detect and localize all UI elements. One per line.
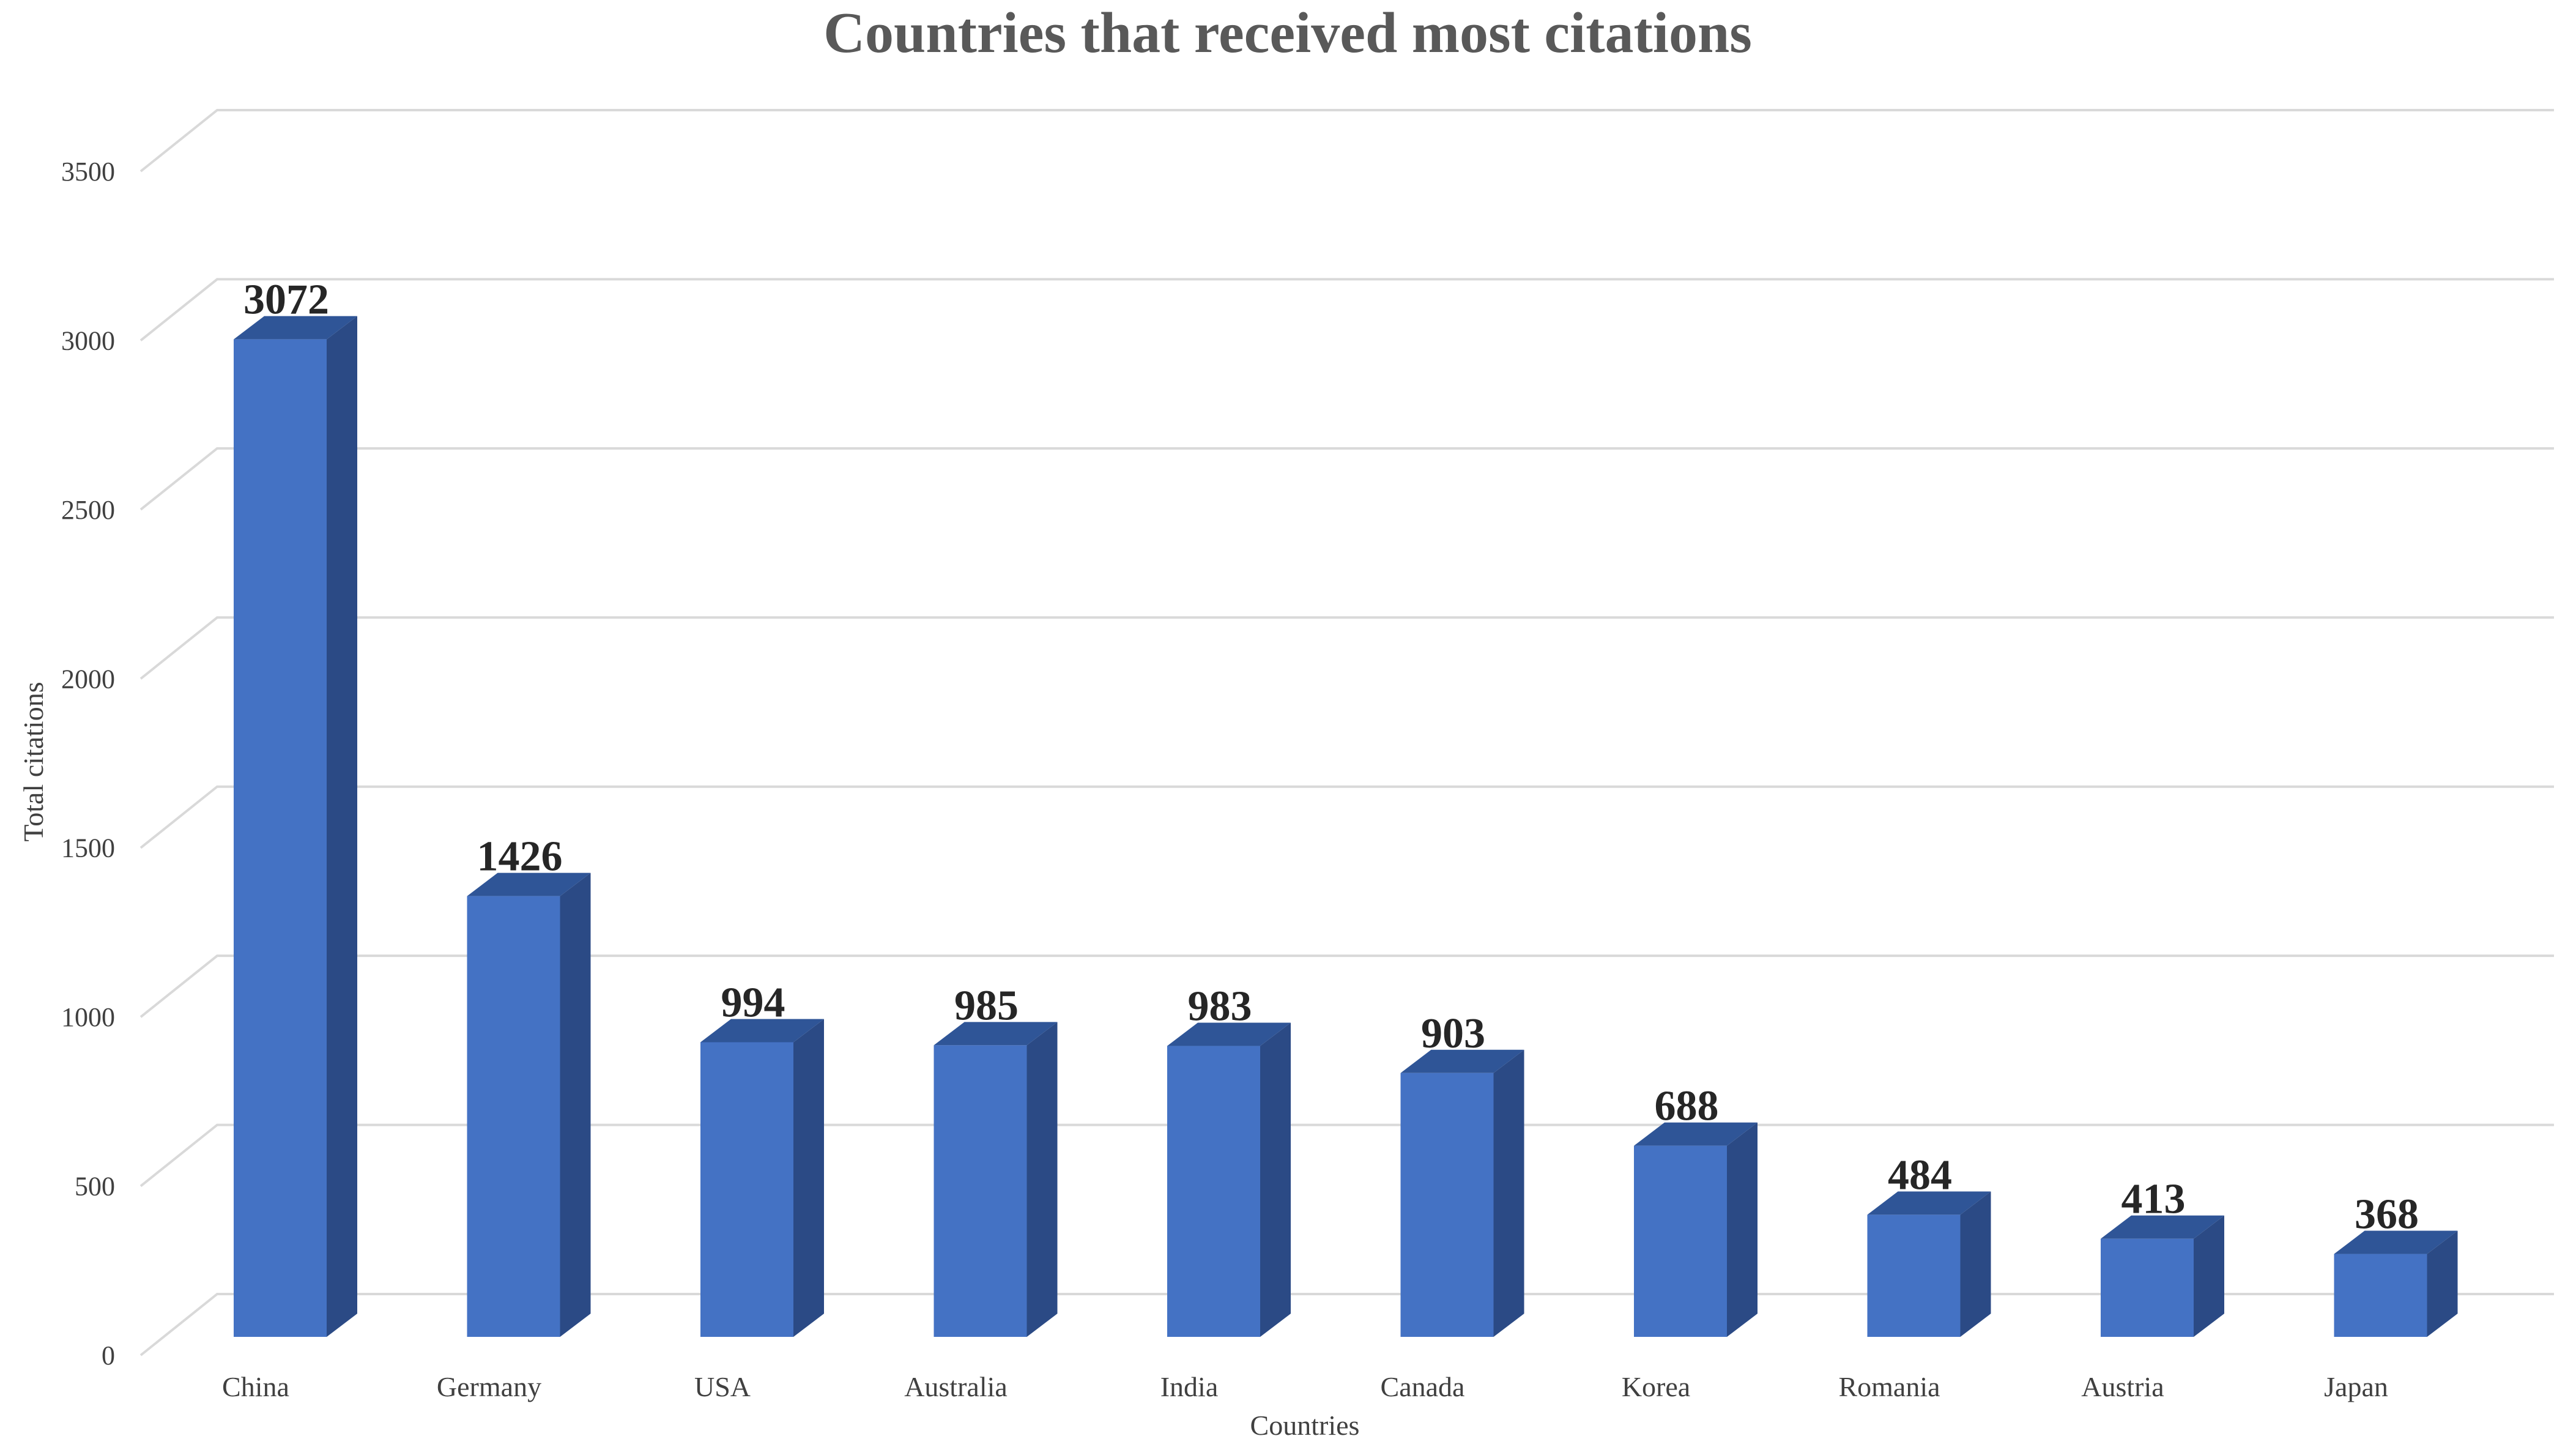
bar: [1867, 1191, 1991, 1337]
gridline: [139, 785, 2554, 849]
data-label: 994: [721, 979, 785, 1026]
y-tick-label: 1500: [61, 833, 115, 863]
bar: [700, 1019, 824, 1337]
y-tick-label: 2500: [61, 495, 115, 525]
x-tick-label: Germany: [437, 1371, 541, 1402]
data-label: 903: [1421, 1010, 1485, 1057]
bar-side: [1960, 1191, 1991, 1337]
bar-front: [934, 1045, 1027, 1337]
data-label: 983: [1188, 983, 1252, 1030]
gridline: [139, 278, 2554, 341]
x-tick-label: China: [222, 1371, 289, 1402]
data-label: 413: [2121, 1176, 2186, 1223]
bar: [934, 1022, 1058, 1337]
bars: [234, 316, 2458, 1337]
bar: [2101, 1215, 2224, 1337]
bar-front: [1167, 1046, 1260, 1337]
bar-side: [2194, 1215, 2224, 1337]
bar-side: [1493, 1049, 1524, 1337]
bar-side: [793, 1019, 824, 1337]
bar-side: [560, 872, 591, 1337]
x-tick-label: Australia: [904, 1371, 1008, 1402]
gridline: [139, 616, 2554, 680]
gridline: [139, 954, 2554, 1018]
x-tick-label: Canada: [1381, 1371, 1465, 1402]
data-label: 688: [1655, 1083, 1719, 1130]
data-labels: 3072 1426 994 985 983 903 688 484 413 368: [243, 277, 2419, 1238]
x-axis-categories: China Germany USA Australia India Canada Korea…: [222, 1371, 2388, 1402]
data-label: 1426: [477, 833, 563, 880]
x-axis-title: Countries: [1250, 1410, 1360, 1441]
bar-top: [1867, 1191, 1991, 1215]
gridline: [139, 1293, 2554, 1356]
bar-top: [934, 1022, 1058, 1046]
y-tick-label: 0: [102, 1341, 115, 1371]
x-tick-label: Korea: [1622, 1371, 1690, 1402]
bar-side: [1260, 1022, 1291, 1337]
data-label: 368: [2355, 1191, 2419, 1238]
bar: [2334, 1230, 2458, 1337]
bar-front: [467, 896, 560, 1337]
bar-top: [2101, 1215, 2224, 1239]
bar-front: [700, 1042, 793, 1337]
gridlines: [139, 109, 2554, 1356]
bar-top: [1400, 1049, 1524, 1073]
x-tick-label: USA: [694, 1371, 751, 1402]
y-tick-label: 3500: [61, 157, 115, 187]
y-tick-label: 500: [75, 1172, 115, 1202]
bar-top: [234, 316, 357, 340]
bar-top: [1634, 1122, 1758, 1146]
bar-front: [1867, 1215, 1961, 1337]
y-tick-label: 2000: [61, 664, 115, 694]
x-tick-label: India: [1160, 1371, 1219, 1402]
bar-top: [2334, 1230, 2458, 1254]
bar-front: [1400, 1073, 1494, 1337]
bar-top: [467, 872, 591, 896]
bar-front: [2334, 1254, 2427, 1337]
bar-front: [1634, 1145, 1727, 1337]
y-tick-label: 3000: [61, 325, 115, 355]
bar-top: [700, 1019, 824, 1043]
y-axis-title: Total citations: [18, 682, 49, 841]
data-label: 3072: [243, 277, 329, 324]
data-label: 484: [1888, 1151, 1952, 1199]
bar: [1634, 1122, 1758, 1337]
bar-top: [1167, 1022, 1291, 1046]
bar: [234, 316, 357, 1337]
bar-front: [2101, 1238, 2194, 1337]
gridline: [139, 447, 2554, 511]
gridline: [139, 1123, 2554, 1188]
bar: [467, 872, 591, 1337]
data-label: 985: [954, 982, 1019, 1029]
y-axis-ticks: 0 500 1000 1500 2000 2500 3000 3500: [61, 157, 115, 1371]
x-tick-label: Japan: [2324, 1371, 2388, 1402]
bar-side: [1026, 1022, 1058, 1337]
bar-front: [234, 339, 327, 1337]
chart-title: Countries that received most citations: [823, 1, 1752, 65]
gridline: [139, 109, 2554, 173]
bar: [1167, 1022, 1291, 1337]
x-tick-label: Austria: [2081, 1371, 2164, 1402]
bar-side: [1727, 1122, 1758, 1337]
x-tick-label: Romania: [1838, 1371, 1940, 1402]
y-tick-label: 1000: [61, 1002, 115, 1032]
bar-side: [327, 316, 357, 1337]
bar: [1400, 1049, 1524, 1337]
bar-side: [2427, 1230, 2458, 1337]
